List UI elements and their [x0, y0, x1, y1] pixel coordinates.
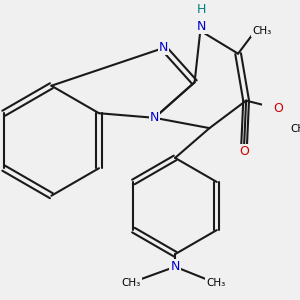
Text: N: N — [159, 41, 168, 54]
Text: N: N — [150, 111, 159, 124]
Text: O: O — [273, 102, 283, 115]
Text: CH₃: CH₃ — [252, 26, 271, 36]
Text: CH₃: CH₃ — [290, 124, 300, 134]
Text: N: N — [197, 20, 207, 33]
Text: CH₃: CH₃ — [206, 278, 225, 288]
Text: H: H — [197, 3, 207, 16]
Text: N: N — [170, 260, 180, 273]
Text: O: O — [239, 145, 249, 158]
Text: CH₃: CH₃ — [122, 278, 141, 288]
